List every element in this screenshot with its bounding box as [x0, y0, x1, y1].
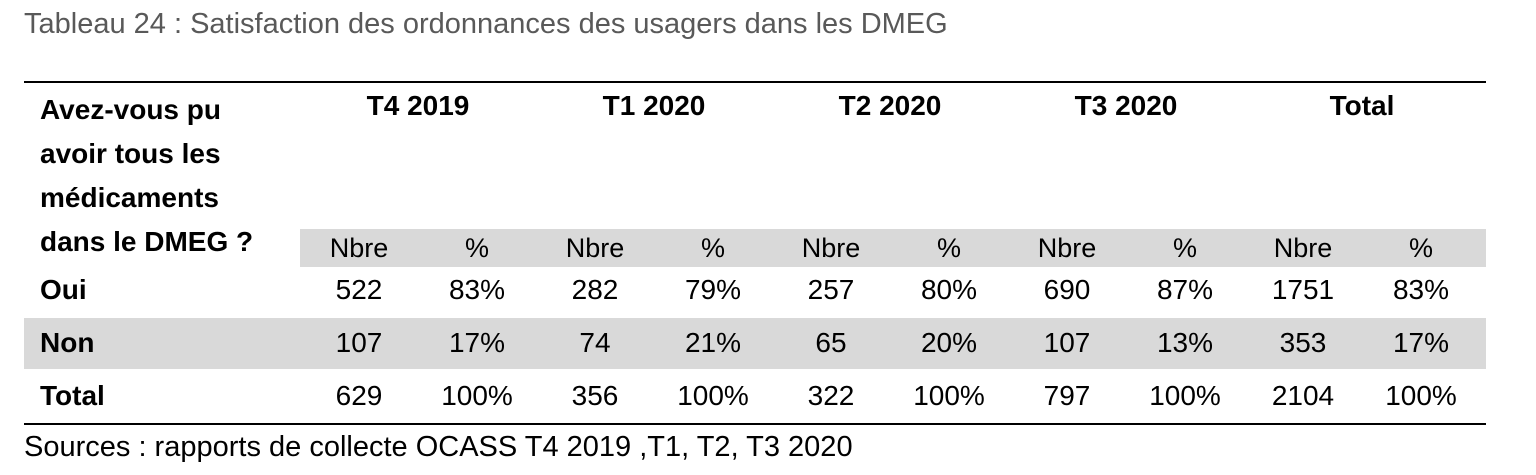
period-header: Total — [1329, 90, 1395, 121]
period-header: T4 2019 — [366, 90, 470, 121]
table-cell: 100% — [913, 380, 985, 411]
stub-header-line: avoir tous les — [40, 138, 221, 169]
table-cell: 79% — [684, 274, 742, 305]
table-cell: 797 — [1043, 380, 1091, 411]
subheader-nbre: Nbre — [801, 233, 861, 263]
table-cell: 13% — [1156, 327, 1214, 358]
table-caption: Tableau 24 : Satisfaction des ordonnance… — [24, 8, 948, 40]
subheader-pct: % — [464, 233, 489, 263]
subheader-band — [300, 229, 1486, 267]
subheader-pct: % — [1172, 233, 1197, 263]
period-header: T1 2020 — [602, 90, 706, 121]
table-cell: 83% — [1392, 274, 1450, 305]
source-note: Sources : rapports de collecte OCASS T4 … — [24, 431, 853, 463]
subheader-nbre: Nbre — [565, 233, 625, 263]
table-cell: 322 — [807, 380, 855, 411]
table-bottom-rule — [24, 423, 1486, 425]
stub-header-line: Avez-vous pu — [40, 94, 221, 125]
table-cell: 107 — [335, 327, 383, 358]
table-cell: 83% — [448, 274, 506, 305]
stub-header-line: dans le DMEG ? — [40, 226, 254, 257]
subheader-pct: % — [700, 233, 725, 263]
table-cell: 257 — [807, 274, 855, 305]
table-cell: 1751 — [1271, 274, 1335, 305]
table-cell: 17% — [448, 327, 506, 358]
table-cell: 100% — [677, 380, 749, 411]
row-label: Non — [40, 327, 95, 358]
table-cell: 80% — [920, 274, 978, 305]
period-header: T2 2020 — [838, 90, 942, 121]
subheader-nbre: Nbre — [1037, 233, 1097, 263]
table-cell: 21% — [684, 327, 742, 358]
table-cell: 65 — [815, 327, 847, 358]
row-band-non — [24, 318, 1486, 369]
table-cell: 74 — [579, 327, 611, 358]
table-cell: 100% — [441, 380, 513, 411]
stub-header-line: médicaments — [40, 182, 219, 213]
table-cell: 282 — [571, 274, 619, 305]
table-cell: 522 — [335, 274, 383, 305]
table-cell: 100% — [1149, 380, 1221, 411]
subheader-nbre: Nbre — [329, 233, 389, 263]
period-header: T3 2020 — [1074, 90, 1178, 121]
table-cell: 356 — [571, 380, 619, 411]
table-cell: 17% — [1392, 327, 1450, 358]
table-cell: 20% — [920, 327, 978, 358]
subheader-nbre: Nbre — [1273, 233, 1333, 263]
row-label: Oui — [40, 274, 87, 305]
table-cell: 107 — [1043, 327, 1091, 358]
table-cell: 629 — [335, 380, 383, 411]
stub-header: Avez-vous pu avoir tous les médicaments … — [40, 88, 253, 264]
subheader-pct: % — [1408, 233, 1433, 263]
table-top-rule — [24, 81, 1486, 83]
table-cell: 690 — [1043, 274, 1091, 305]
table-cell: 100% — [1385, 380, 1457, 411]
table-cell: 2104 — [1271, 380, 1335, 411]
row-label: Total — [40, 380, 105, 411]
subheader-pct: % — [936, 233, 961, 263]
table-cell: 353 — [1279, 327, 1327, 358]
table-cell: 87% — [1156, 274, 1214, 305]
